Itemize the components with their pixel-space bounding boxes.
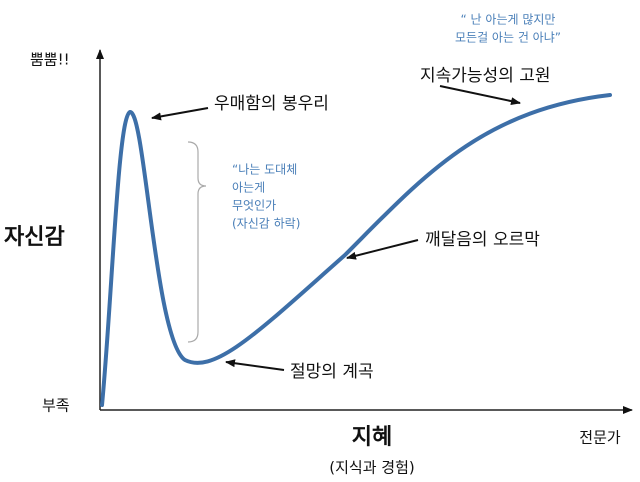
arrow xyxy=(346,239,419,260)
arrow xyxy=(151,107,209,121)
quote-line: “나는 도대체 xyxy=(232,163,297,177)
quote-line: 아는게 xyxy=(232,181,265,195)
arrow xyxy=(439,85,521,106)
quote-line: 무엇인가 xyxy=(232,199,276,213)
quote-line: “ 난 아는게 많지만 xyxy=(461,13,556,27)
x-end-label: 전문가 xyxy=(579,429,621,447)
x-axis-sublabel: (지식과 경험) xyxy=(329,459,414,477)
confidence-curve xyxy=(100,93,612,407)
y-bottom-label: 부족 xyxy=(42,397,70,415)
x-axis-label: 지혜 xyxy=(352,425,392,450)
stage-label: 우매함의 봉우리 xyxy=(214,94,329,114)
brace xyxy=(187,141,207,343)
quote-line: 모든걸 아는 건 아냐” xyxy=(455,31,561,45)
y-top-label: 뿜뿜!! xyxy=(30,51,70,69)
arrow xyxy=(225,359,285,371)
stage-label: 절망의 계곡 xyxy=(290,362,374,382)
quote-line: (자신감 하락) xyxy=(232,217,300,231)
y-axis-label: 자신감 xyxy=(4,225,65,250)
stage-label: 깨달음의 오르막 xyxy=(425,230,540,250)
stage-label: 지속가능성의 고원 xyxy=(420,66,551,86)
